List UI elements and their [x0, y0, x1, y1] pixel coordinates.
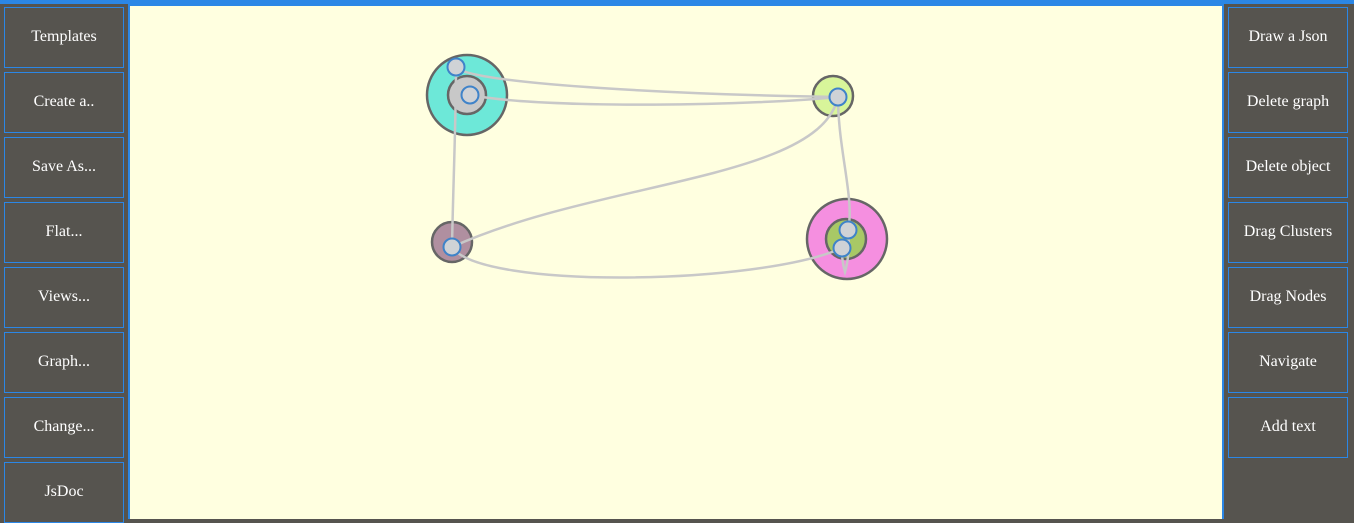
top-accent-bar	[0, 0, 1354, 4]
save-as-button[interactable]: Save As...	[4, 137, 124, 198]
node[interactable]	[838, 220, 858, 240]
node[interactable]	[828, 87, 848, 107]
add-text-button[interactable]: Add text	[1228, 397, 1348, 458]
graph-svg[interactable]	[130, 6, 1222, 519]
delete-graph-button[interactable]: Delete graph	[1228, 72, 1348, 133]
nodes	[442, 57, 858, 258]
draw-json-button[interactable]: Draw a Json	[1228, 7, 1348, 68]
delete-object-button[interactable]: Delete object	[1228, 137, 1348, 198]
edge[interactable]	[451, 96, 840, 249]
right-toolbar: Draw a Json Delete graph Delete object D…	[1224, 4, 1354, 519]
edge[interactable]	[450, 246, 843, 279]
edge[interactable]	[469, 93, 839, 106]
node[interactable]	[460, 85, 480, 105]
node[interactable]	[832, 238, 852, 258]
create-button[interactable]: Create a..	[4, 72, 124, 133]
views-button[interactable]: Views...	[4, 267, 124, 328]
edges	[450, 66, 851, 279]
node[interactable]	[442, 237, 462, 257]
drag-clusters-button[interactable]: Drag Clusters	[1228, 202, 1348, 263]
flat-button[interactable]: Flat...	[4, 202, 124, 263]
change-button[interactable]: Change...	[4, 397, 124, 458]
jsdoc-button[interactable]: JsDoc	[4, 462, 124, 523]
left-toolbar: Templates Create a.. Save As... Flat... …	[0, 4, 128, 523]
edge[interactable]	[450, 66, 458, 248]
graph-canvas[interactable]	[128, 4, 1224, 519]
node[interactable]	[446, 57, 466, 77]
drag-nodes-button[interactable]: Drag Nodes	[1228, 267, 1348, 328]
edge[interactable]	[836, 96, 851, 231]
templates-button[interactable]: Templates	[4, 7, 124, 68]
graph-button[interactable]: Graph...	[4, 332, 124, 393]
navigate-button[interactable]: Navigate	[1228, 332, 1348, 393]
edge[interactable]	[455, 66, 839, 99]
